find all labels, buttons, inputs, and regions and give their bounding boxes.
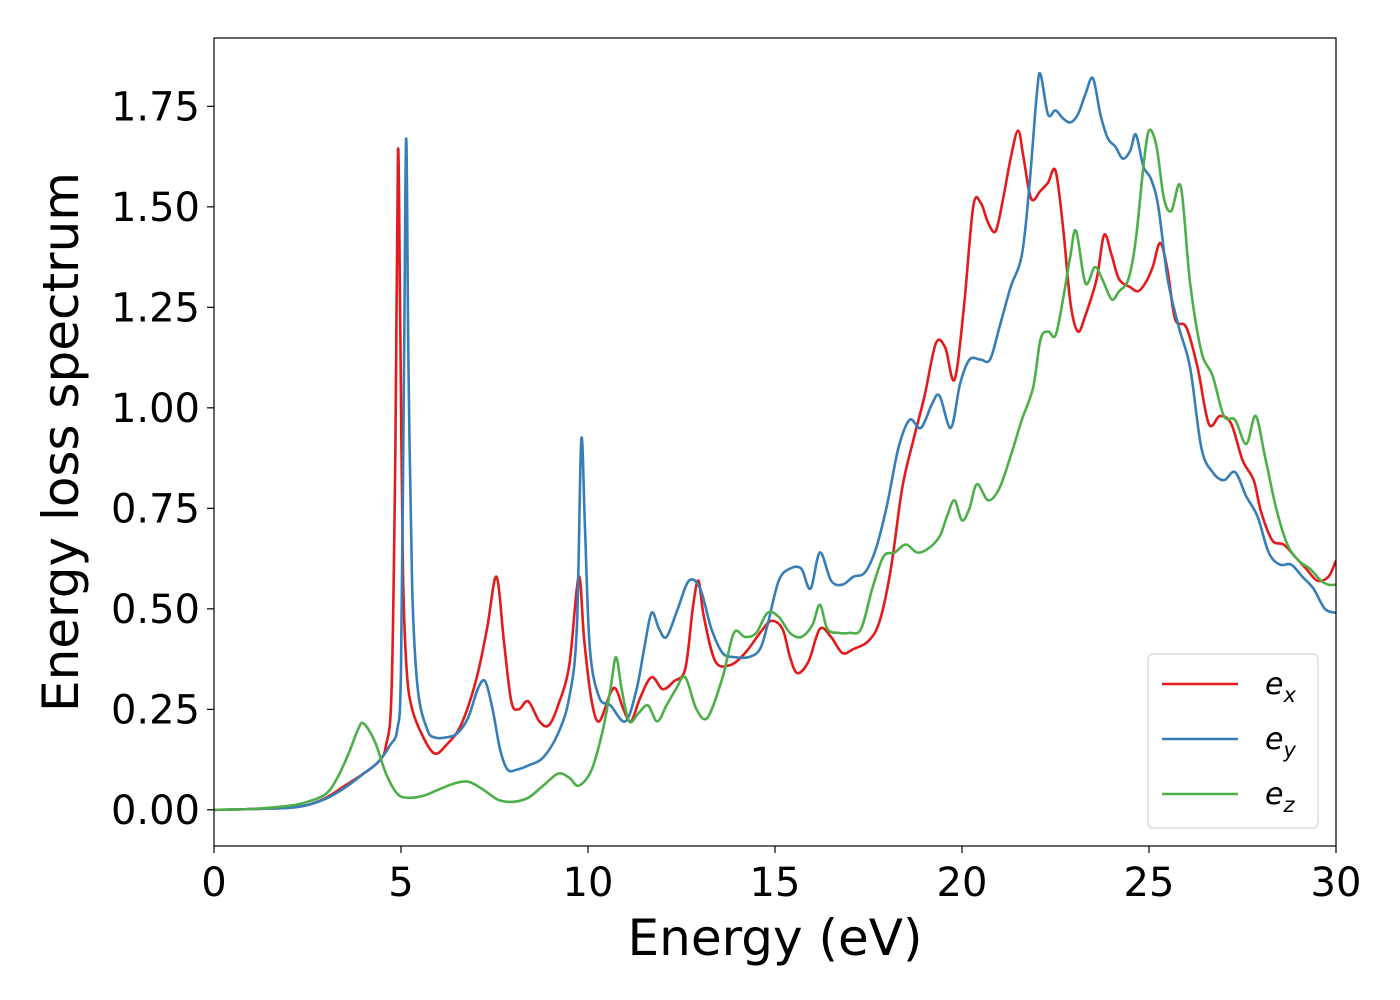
y-tick-label: 0.50 <box>111 587 200 633</box>
y-tick-label: 0.00 <box>111 788 200 834</box>
x-tick-label: 15 <box>750 860 801 906</box>
y-tick-label: 1.50 <box>111 185 200 231</box>
y-axis-label: Energy loss spectrum <box>32 172 90 712</box>
x-axis-label: Energy (eV) <box>628 909 923 967</box>
y-axis: 0.00 0.25 0.50 0.75 1.00 1.25 1.50 1.75 <box>111 84 214 834</box>
x-tick-label: 30 <box>1311 860 1362 906</box>
series-line-ex <box>214 129 1336 812</box>
y-tick-label: 1.00 <box>111 386 200 432</box>
y-tick-label: 1.25 <box>111 285 200 331</box>
x-tick-label: 25 <box>1124 860 1175 906</box>
y-tick-label: 0.75 <box>111 486 200 532</box>
y-tick-label: 1.75 <box>111 84 200 130</box>
y-tick-label: 0.25 <box>111 687 200 733</box>
x-axis: 0 5 10 15 20 25 30 <box>201 846 1361 906</box>
legend-box <box>1147 653 1319 829</box>
plot-lines <box>214 71 1336 812</box>
x-tick-label: 20 <box>937 860 988 906</box>
x-tick-label: 0 <box>201 860 226 906</box>
x-tick-label: 5 <box>388 860 413 906</box>
x-tick-label: 10 <box>563 860 614 906</box>
series-line-ez <box>214 128 1336 812</box>
series-line-ey <box>214 71 1336 812</box>
